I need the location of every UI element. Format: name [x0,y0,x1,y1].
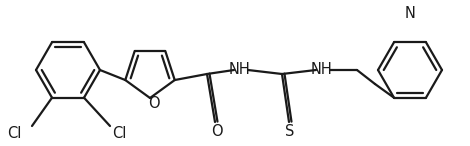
Text: Cl: Cl [8,126,22,141]
Text: O: O [148,97,160,112]
Text: O: O [211,125,223,139]
Text: N: N [405,6,415,20]
Text: NH: NH [229,62,251,78]
Text: S: S [285,125,295,139]
Text: Cl: Cl [112,126,126,141]
Text: NH: NH [311,62,333,78]
